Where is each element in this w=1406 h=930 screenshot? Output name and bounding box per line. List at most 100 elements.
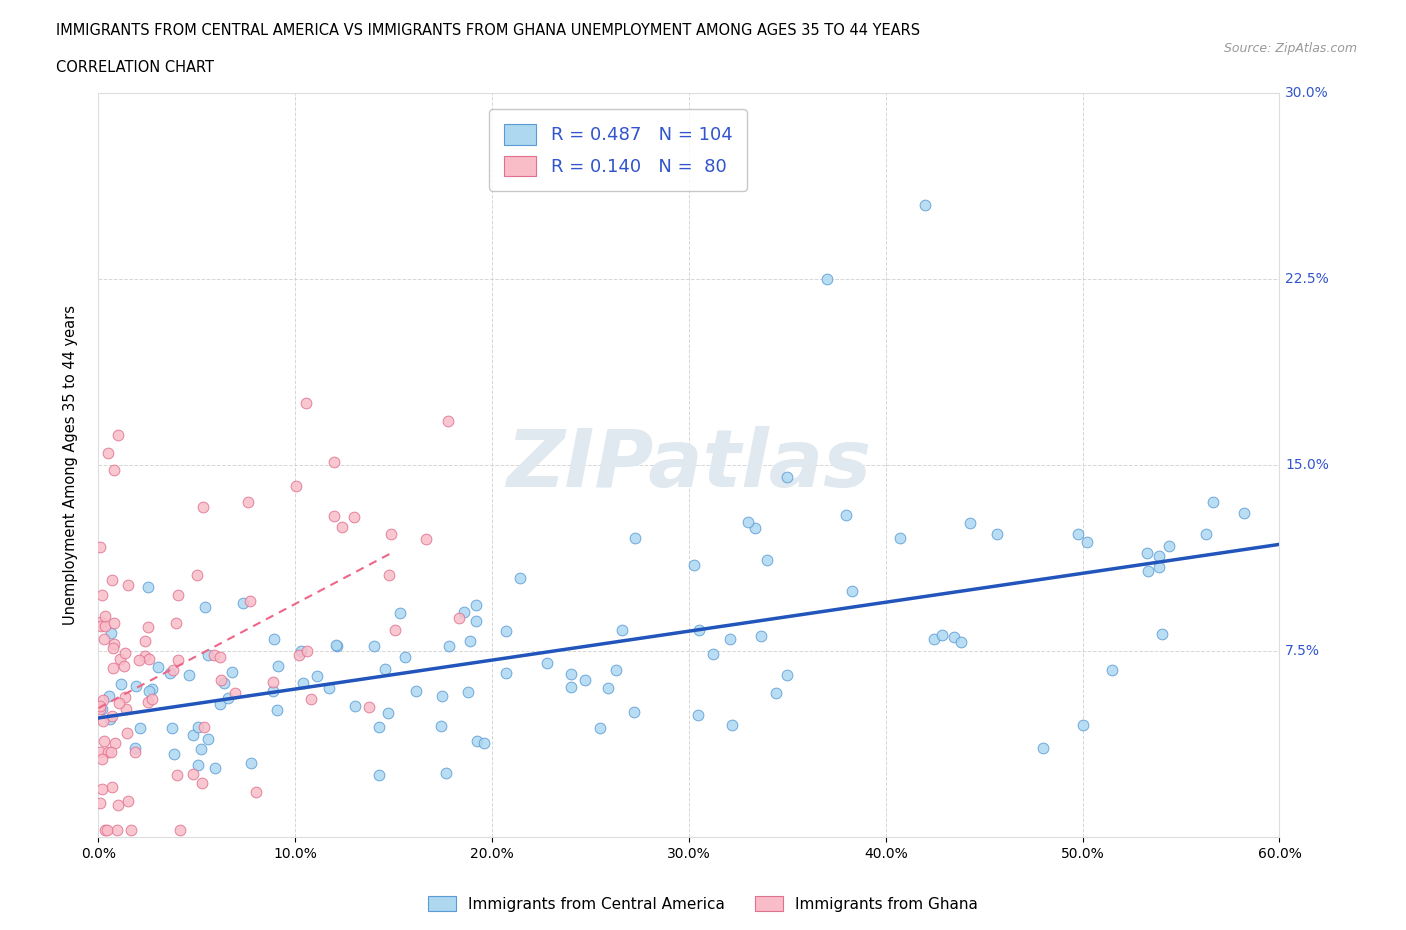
Point <box>263 631 285 646</box>
Point <box>125 678 148 693</box>
Y-axis label: Unemployment Among Ages 35 to 44 years: Unemployment Among Ages 35 to 44 years <box>63 305 77 625</box>
Point <box>318 681 340 696</box>
Point <box>330 520 353 535</box>
Point <box>240 756 263 771</box>
Point <box>1147 560 1170 575</box>
Point <box>221 664 243 679</box>
Point <box>93 631 115 646</box>
Point <box>841 583 863 598</box>
Point <box>815 272 838 286</box>
Point <box>378 567 401 582</box>
Point <box>262 684 284 698</box>
Point <box>117 578 139 592</box>
Point <box>465 734 488 749</box>
Point <box>98 688 121 703</box>
Point <box>97 445 120 460</box>
Point <box>686 708 709 723</box>
Point <box>744 521 766 536</box>
Point <box>605 662 627 677</box>
Point <box>835 507 858 522</box>
Point <box>1101 662 1123 677</box>
Point <box>343 698 366 713</box>
Point <box>89 615 111 630</box>
Point <box>299 692 322 707</box>
Point <box>169 822 191 837</box>
Point <box>94 822 117 837</box>
Point <box>128 653 150 668</box>
Point <box>108 651 131 666</box>
Point <box>91 713 114 728</box>
Point <box>536 656 558 671</box>
Point <box>1195 526 1218 541</box>
Point <box>197 647 219 662</box>
Point <box>589 721 612 736</box>
Point <box>167 653 190 668</box>
Point <box>193 499 215 514</box>
Point <box>326 639 349 654</box>
Point <box>117 726 139 741</box>
Point <box>138 684 160 698</box>
Point <box>190 741 212 756</box>
Point <box>266 658 288 673</box>
Point <box>718 631 741 646</box>
Point <box>405 684 427 698</box>
Point <box>90 618 112 633</box>
Text: 7.5%: 7.5% <box>1285 644 1320 658</box>
Point <box>285 479 308 494</box>
Point <box>136 619 159 634</box>
Point <box>437 414 460 429</box>
Point <box>1076 535 1098 550</box>
Point <box>263 674 285 689</box>
Point <box>394 650 416 665</box>
Point <box>103 462 125 477</box>
Point <box>776 668 799 683</box>
Point <box>465 597 488 612</box>
Point <box>434 766 457 781</box>
Text: CORRELATION CHART: CORRELATION CHART <box>56 60 214 75</box>
Point <box>288 648 311 663</box>
Point <box>105 822 128 837</box>
Point <box>245 785 267 800</box>
Point <box>93 618 115 633</box>
Point <box>325 638 347 653</box>
Point <box>295 644 318 658</box>
Text: 15.0%: 15.0% <box>1285 458 1329 472</box>
Point <box>560 680 582 695</box>
Point <box>91 781 114 796</box>
Point <box>101 641 124 656</box>
Point <box>204 761 226 776</box>
Point <box>295 395 318 410</box>
Point <box>103 616 125 631</box>
Point <box>1150 627 1173 642</box>
Point <box>292 675 315 690</box>
Point <box>162 662 184 677</box>
Point <box>159 665 181 680</box>
Point <box>209 672 232 687</box>
Point <box>610 622 633 637</box>
Point <box>187 719 209 734</box>
Point <box>103 637 125 652</box>
Point <box>380 526 402 541</box>
Point <box>96 822 118 837</box>
Point <box>429 719 451 734</box>
Point <box>98 711 121 726</box>
Point <box>368 767 391 782</box>
Point <box>160 721 183 736</box>
Point <box>186 567 208 582</box>
Point <box>721 717 744 732</box>
Text: Source: ZipAtlas.com: Source: ZipAtlas.com <box>1223 42 1357 55</box>
Point <box>737 514 759 529</box>
Point <box>101 660 124 675</box>
Point <box>1232 506 1254 521</box>
Point <box>458 633 481 648</box>
Point <box>165 616 187 631</box>
Point <box>134 649 156 664</box>
Point <box>124 740 146 755</box>
Point <box>134 633 156 648</box>
Point <box>89 540 111 555</box>
Point <box>124 744 146 759</box>
Point <box>688 623 710 638</box>
Point <box>323 455 346 470</box>
Point <box>209 697 232 711</box>
Text: IMMIGRANTS FROM CENTRAL AMERICA VS IMMIGRANTS FROM GHANA UNEMPLOYMENT AMONG AGES: IMMIGRANTS FROM CENTRAL AMERICA VS IMMIG… <box>56 23 921 38</box>
